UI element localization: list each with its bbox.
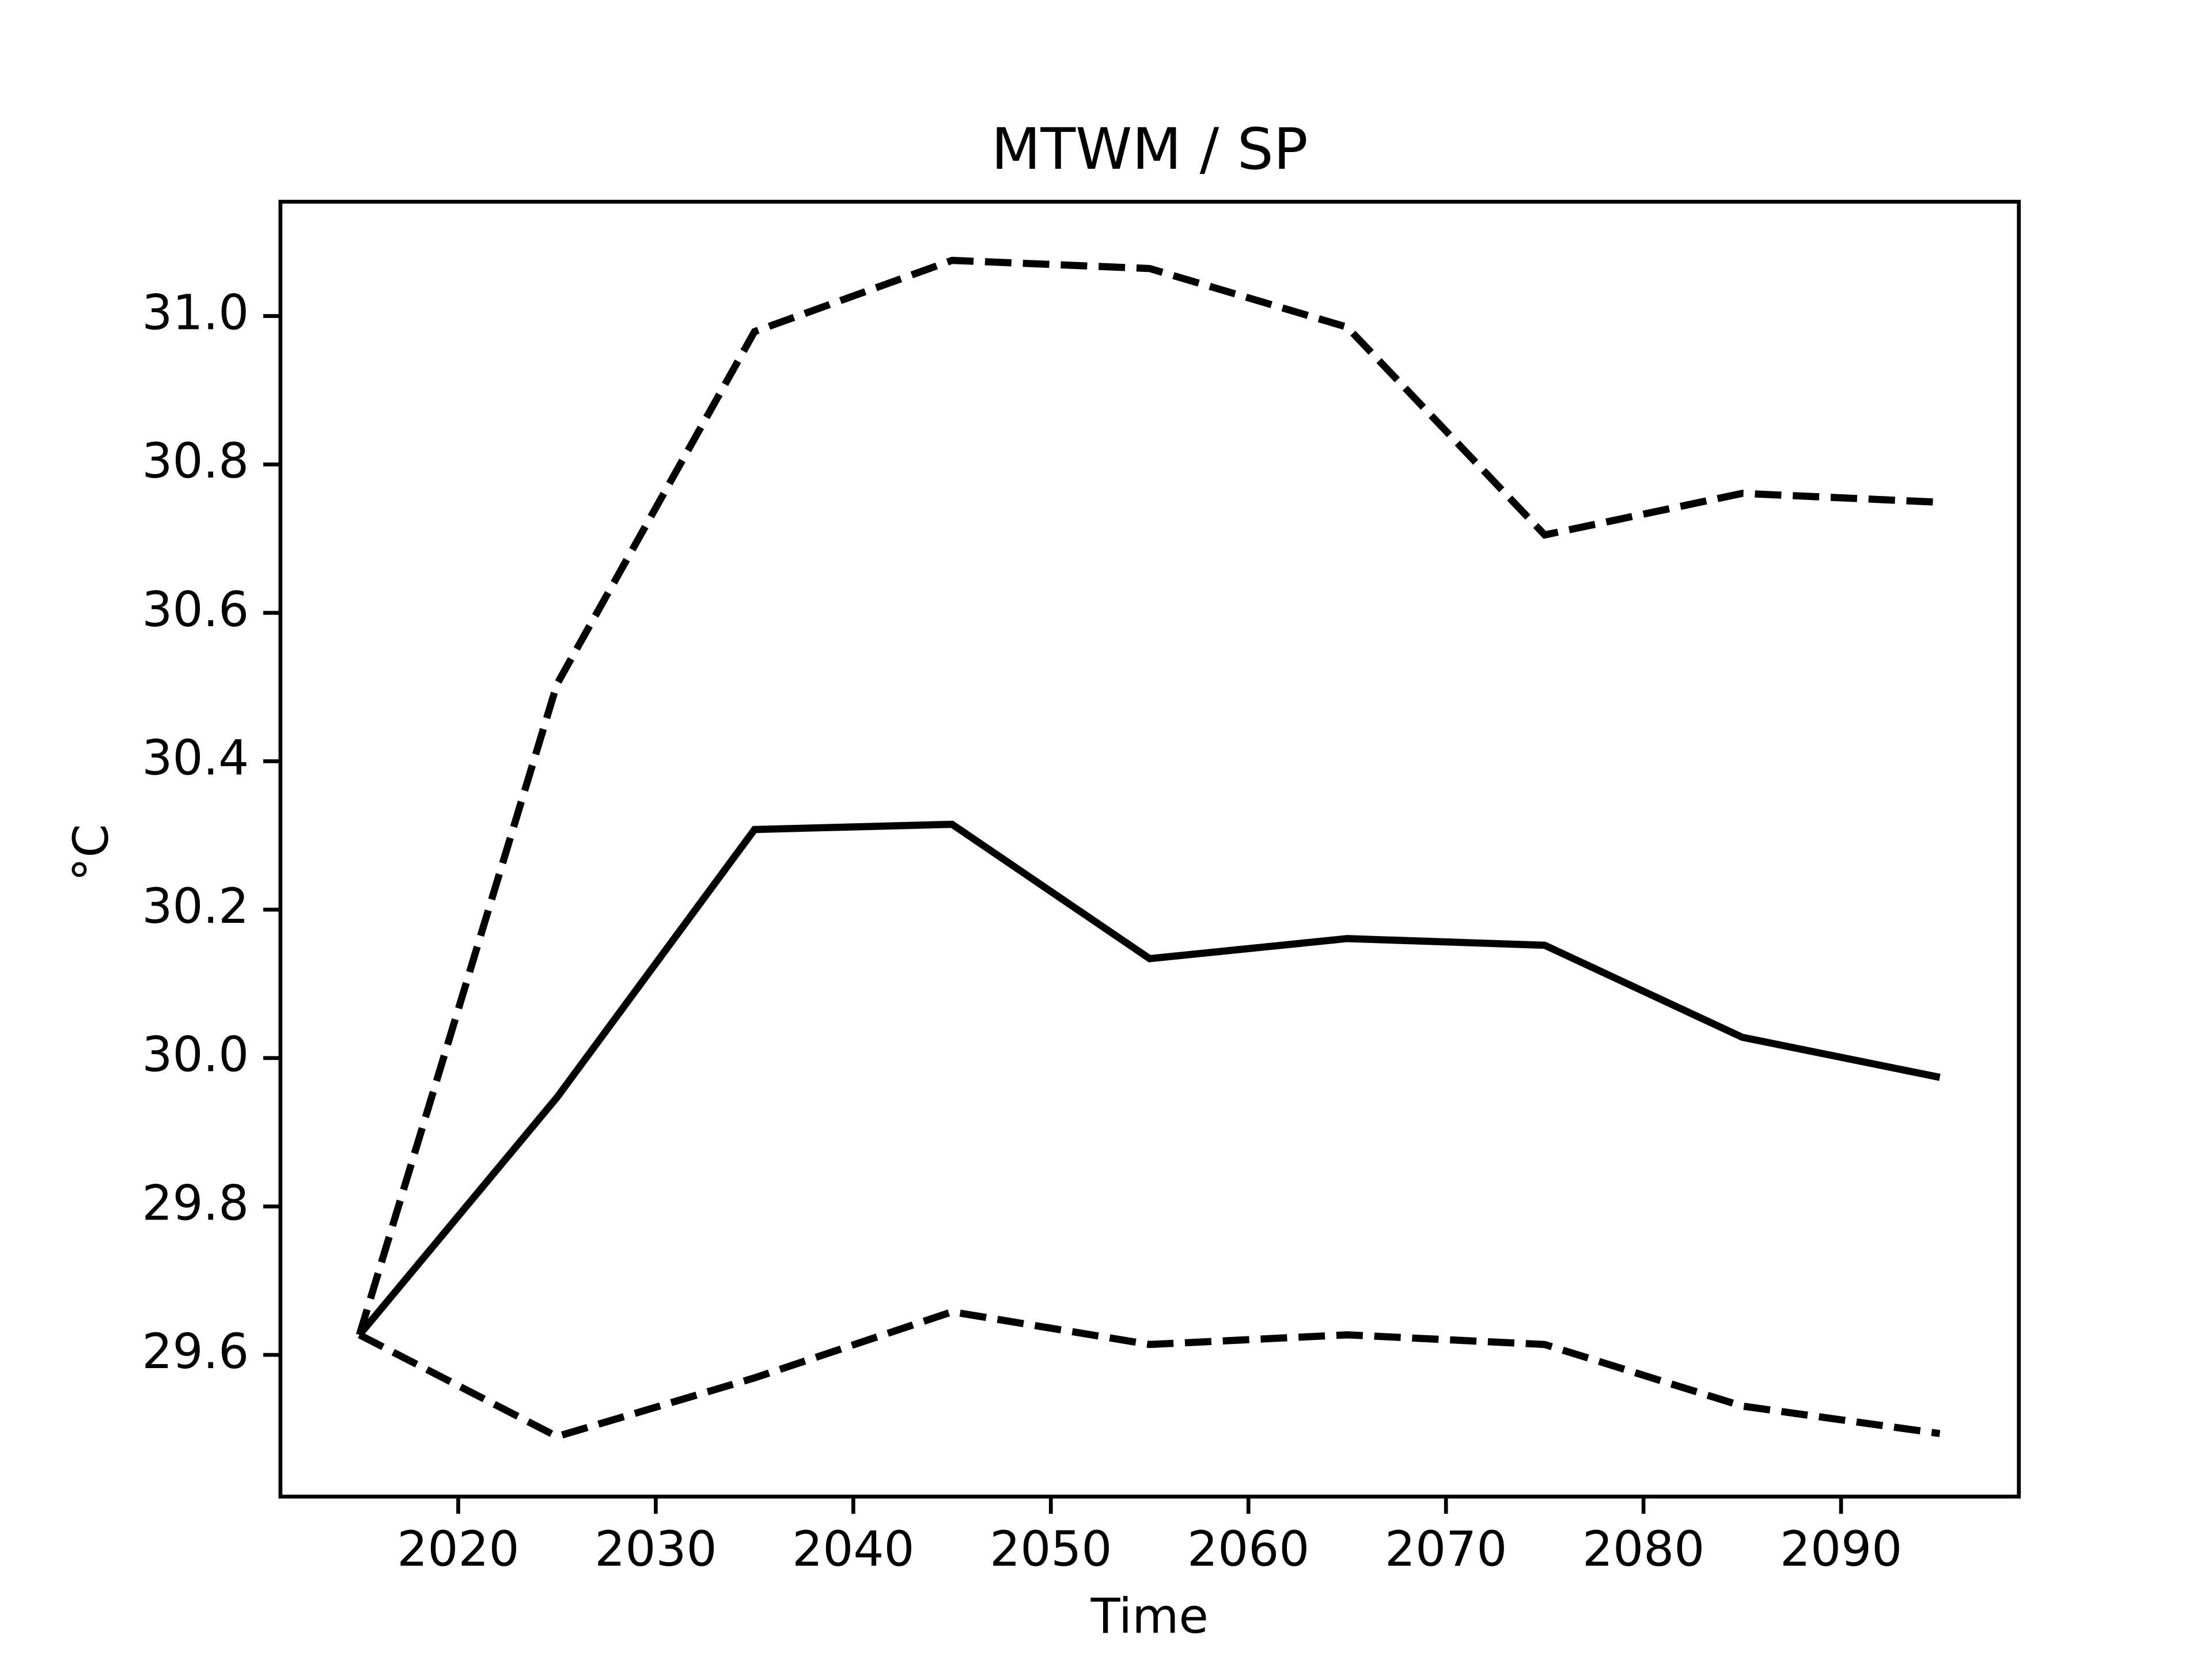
line-series [357,820,1941,1338]
y-tick-label: 30.0 [142,1027,249,1083]
x-tick-label: 2050 [990,1521,1112,1577]
x-tick-label: 2070 [1385,1521,1507,1577]
x-axis-label: Time [1090,1589,1209,1645]
x-tick-label: 2040 [792,1521,914,1577]
line-series [356,256,1940,1336]
y-tick-label: 29.8 [142,1175,249,1231]
y-tick-label: 31.0 [142,285,249,341]
y-tick-label: 30.2 [142,878,249,934]
plot-frame [278,199,2021,1499]
y-tick-label: 29.6 [142,1324,249,1380]
y-tick-label: 30.4 [142,730,249,786]
x-tick-label: 2020 [397,1521,519,1577]
y-tick-label: 30.8 [142,433,249,489]
x-tick-label: 2090 [1780,1521,1902,1577]
line-series [358,1308,1941,1441]
y-tick-label: 30.6 [142,582,249,638]
x-tick-label: 2030 [594,1521,717,1577]
x-tick-label: 2060 [1187,1521,1309,1577]
chart-title: MTWM / SP [991,116,1308,183]
x-tick-label: 2080 [1582,1521,1705,1577]
y-axis-label: °C [63,824,119,881]
